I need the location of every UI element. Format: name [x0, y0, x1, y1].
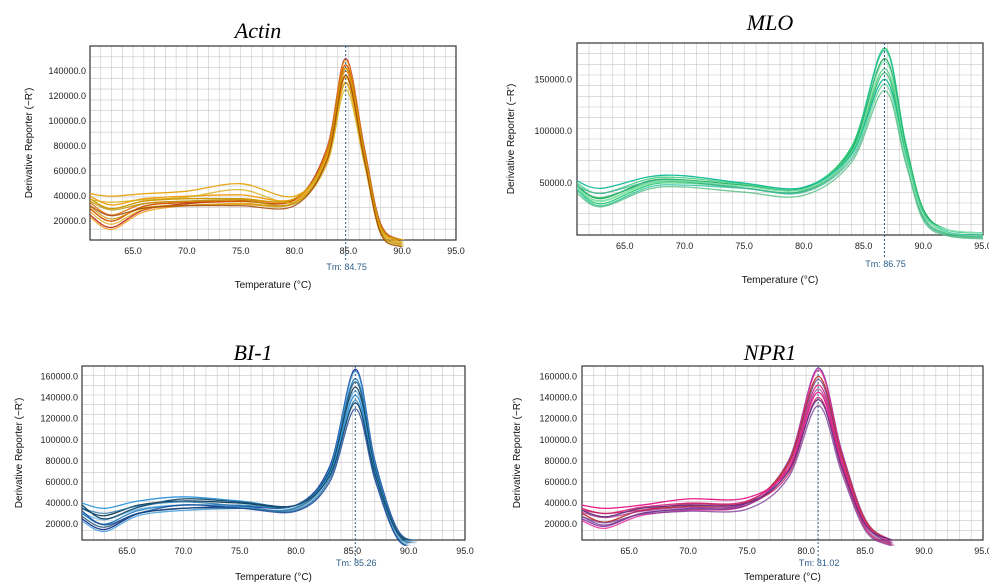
mlo-x-axis-label: Temperature (°C) — [742, 275, 819, 286]
mlo-series-line — [577, 83, 983, 239]
actin-series-line — [90, 74, 405, 247]
npr1-y-tick-label: 160000.0 — [539, 372, 577, 382]
actin-title: Actin — [233, 18, 281, 43]
actin-x-axis-label: Temperature (°C) — [235, 280, 312, 291]
mlo-x-tick-label: 85.0 — [855, 241, 873, 251]
actin-frame — [89, 45, 457, 241]
bi-1-series-line — [82, 402, 416, 540]
mlo-y-tick-label: 50000.0 — [539, 178, 572, 188]
bi-1-series-line — [82, 408, 416, 546]
mlo-title: MLO — [746, 10, 794, 35]
npr1-y-tick-label: 40000.0 — [544, 498, 577, 508]
bi-1-x-tick-label: 75.0 — [231, 546, 249, 556]
bi-1-x-tick-label: 90.0 — [400, 546, 418, 556]
bi-1-y-tick-label: 140000.0 — [40, 393, 78, 403]
npr1-x-tick-label: 95.0 — [974, 546, 989, 556]
npr1-x-tick-label: 75.0 — [738, 546, 756, 556]
actin-x-tick-label: 70.0 — [178, 246, 196, 256]
npr1-y-tick-label: 20000.0 — [544, 519, 577, 529]
npr1-series-line — [582, 378, 894, 543]
actin-y-tick-label: 100000.0 — [48, 116, 86, 126]
actin-tm-label: Tm: 84.75 — [326, 262, 367, 272]
actin-y-tick-label: 120000.0 — [48, 91, 86, 101]
npr1-x-tick-label: 80.0 — [797, 546, 815, 556]
bi-1-y-tick-label: 100000.0 — [40, 435, 78, 445]
npr1-y-tick-label: 60000.0 — [544, 477, 577, 487]
mlo-x-tick-label: 70.0 — [676, 241, 694, 251]
bi-1-y-tick-label: 160000.0 — [40, 372, 78, 382]
bi-1-frame — [81, 365, 466, 541]
npr1-series-line — [582, 405, 896, 546]
actin-y-tick-label: 20000.0 — [53, 216, 86, 226]
npr1-y-tick-label: 80000.0 — [544, 456, 577, 466]
bi-1-y-tick-label: 40000.0 — [45, 498, 78, 508]
bi-1-y-tick-label: 80000.0 — [45, 456, 78, 466]
bi-1-x-tick-label: 70.0 — [175, 546, 193, 556]
actin-x-tick-label: 85.0 — [340, 246, 358, 256]
mlo-frame — [576, 42, 984, 236]
bi-1-series-group — [82, 368, 418, 546]
bi-1-x-tick-label: 65.0 — [118, 546, 136, 556]
actin-y-axis-label: Derivative Reporter (−R') — [24, 88, 35, 199]
bi-1-tm-label: Tm: 85.26 — [336, 558, 377, 568]
actin-x-tick-label: 80.0 — [286, 246, 304, 256]
npr1-y-tick-label: 100000.0 — [539, 435, 577, 445]
npr1-x-tick-label: 70.0 — [679, 546, 697, 556]
mlo-y-tick-label: 100000.0 — [534, 126, 572, 136]
mlo-series-line — [577, 57, 983, 234]
npr1-y-tick-label: 120000.0 — [539, 414, 577, 424]
npr1-x-tick-label: 85.0 — [856, 546, 874, 556]
npr1-series-group — [582, 367, 896, 546]
bi-1-chart: Tm: 85.26 65.0 70.0 75.0 80.0 85.0 90.0 95.0 200… — [14, 340, 474, 583]
bi-1-x-tick-label: 80.0 — [287, 546, 305, 556]
actin-x-tick-label: 75.0 — [232, 246, 250, 256]
npr1-series-line — [582, 369, 894, 542]
mlo-x-tick-label: 65.0 — [616, 241, 634, 251]
actin-x-tick-label: 90.0 — [393, 246, 411, 256]
npr1-title: NPR1 — [743, 340, 797, 365]
npr1-series-line — [582, 388, 895, 544]
bi-1-y-tick-label: 60000.0 — [45, 477, 78, 487]
mlo-chart: Tm: 86.75 65.0 70.0 75.0 80.0 85.0 90.0 95.0 500… — [506, 10, 989, 286]
mlo-series-line — [577, 83, 983, 234]
npr1-x-axis-label: Temperature (°C) — [744, 572, 821, 583]
mlo-series-group — [577, 47, 983, 240]
actin-series-group — [90, 57, 405, 247]
mlo-series-line — [577, 89, 983, 240]
npr1-y-tick-label: 140000.0 — [539, 393, 577, 403]
npr1-frame — [581, 365, 984, 541]
mlo-tm-label: Tm: 86.75 — [865, 259, 906, 269]
mlo-x-tick-label: 80.0 — [795, 241, 813, 251]
mlo-x-tick-label: 95.0 — [974, 241, 989, 251]
mlo-y-tick-label: 150000.0 — [534, 74, 572, 84]
bi-1-y-tick-label: 20000.0 — [45, 519, 78, 529]
bi-1-y-tick-label: 120000.0 — [40, 414, 78, 424]
npr1-x-tick-label: 65.0 — [620, 546, 638, 556]
npr1-chart: Tm: 81.02 65.0 70.0 75.0 80.0 85.0 90.0 95.0 200… — [512, 340, 989, 583]
actin-chart: Tm: 84.75 65.0 70.0 75.0 80.0 85.0 90.0 95.0 200… — [24, 18, 465, 291]
bi-1-x-axis-label: Temperature (°C) — [235, 572, 312, 583]
npr1-tm-label: Tm: 81.02 — [799, 558, 840, 568]
bi-1-y-axis-label: Derivative Reporter (−R') — [14, 398, 25, 509]
actin-x-tick-label: 95.0 — [447, 246, 465, 256]
actin-y-tick-label: 80000.0 — [53, 141, 86, 151]
actin-series-line — [90, 67, 405, 240]
npr1-series-line — [582, 399, 896, 540]
mlo-x-tick-label: 90.0 — [915, 241, 933, 251]
actin-y-tick-label: 60000.0 — [53, 166, 86, 176]
actin-y-tick-label: 140000.0 — [48, 66, 86, 76]
bi-1-title: BI-1 — [233, 340, 272, 365]
npr1-x-tick-label: 90.0 — [915, 546, 933, 556]
mlo-y-axis-label: Derivative Reporter (−R') — [506, 84, 517, 195]
actin-y-tick-label: 40000.0 — [53, 191, 86, 201]
bi-1-x-tick-label: 95.0 — [456, 546, 474, 556]
bi-1-x-tick-label: 85.0 — [344, 546, 362, 556]
actin-x-tick-label: 65.0 — [124, 246, 142, 256]
mlo-x-tick-label: 75.0 — [735, 241, 753, 251]
npr1-y-axis-label: Derivative Reporter (−R') — [512, 398, 523, 509]
